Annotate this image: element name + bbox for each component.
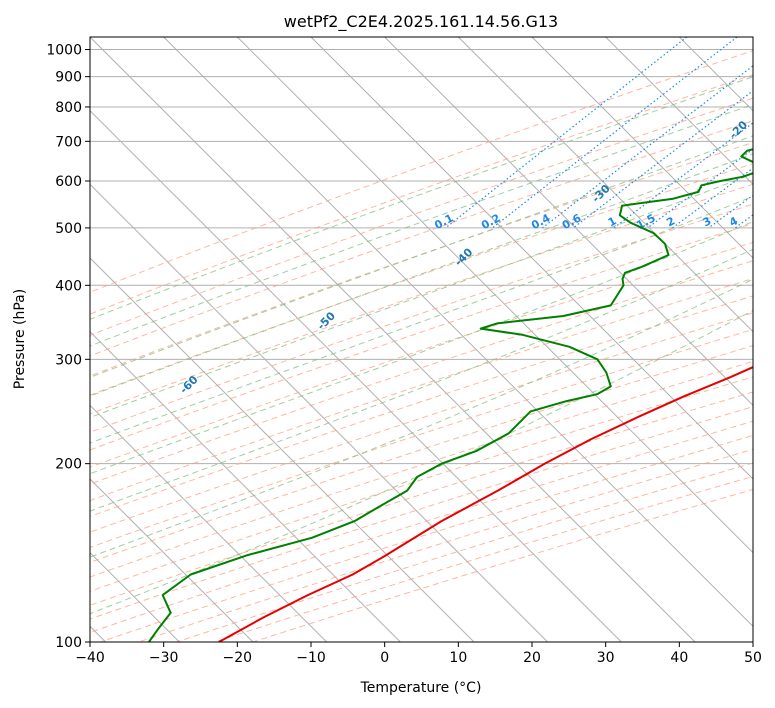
mixing-ratio-line [572, 89, 753, 229]
mixing-ratio-label: 0.6 [560, 211, 584, 232]
y-axis: 100 200 300 400 500 600 700 800 900 1000 [46, 43, 90, 651]
dry-adiabat [90, 50, 753, 293]
plot-frame [89, 36, 754, 643]
x-tick-label: 30 [597, 650, 615, 666]
plot-area: 0.10.20.40.611.52346810131620253036-100-… [90, 37, 775, 642]
isotherm-line [90, 109, 622, 642]
isotherm-line [90, 478, 254, 642]
dry-adiabat [214, 475, 753, 642]
dry-adiabat [90, 360, 753, 578]
isotherm-label: -50 [315, 309, 338, 332]
dry-adiabat [90, 420, 753, 633]
isotherm-label: -40 [452, 245, 475, 268]
temperature-profile [218, 366, 753, 642]
isotherm-line [678, 37, 753, 112]
moist-adiabat [90, 278, 753, 558]
mixing-ratio-label: 0.2 [479, 211, 502, 232]
mixing-ratio-label: 0.1 [432, 211, 455, 232]
mixing-ratio-line [492, 37, 738, 229]
moist-adiabat [90, 135, 753, 378]
dry-adiabat [90, 278, 753, 502]
x-tick-label: −10 [296, 650, 326, 666]
moist-adiabat [90, 103, 753, 347]
isotherm-line [384, 37, 753, 407]
moist-adiabat [90, 220, 753, 475]
dry-adiabat [90, 141, 753, 377]
mixing-ratio-label: 1 [606, 214, 619, 229]
moist-adiabat [90, 309, 753, 615]
moist-adiabat [90, 248, 753, 512]
dry-adiabat [90, 328, 753, 548]
x-tick-label: 40 [670, 650, 688, 666]
isotherm-line [457, 37, 753, 333]
dry-adiabat [90, 203, 753, 433]
y-tick-label: 700 [55, 134, 82, 150]
dry-adiabat [90, 97, 753, 336]
x-axis-label: Temperature (°C) [360, 680, 482, 696]
dry-adiabat [90, 312, 753, 533]
x-tick-label: −40 [75, 650, 105, 666]
isotherm-line [531, 37, 753, 259]
isotherm-label: -30 [589, 182, 612, 205]
x-tick-label: 10 [449, 650, 467, 666]
y-tick-label: 100 [55, 635, 82, 651]
dry-adiabat [90, 260, 753, 485]
isotherm-line [310, 37, 753, 480]
x-tick-label: 0 [380, 650, 389, 666]
moist-adiabat [90, 195, 753, 444]
y-tick-label: 600 [55, 174, 82, 190]
mixing-ratio-line [445, 37, 688, 229]
dry-adiabat [100, 434, 753, 642]
moist-adiabat [90, 76, 753, 320]
mixing-ratio-label: 6 [766, 214, 775, 229]
x-tick-label: 20 [523, 650, 541, 666]
y-tick-label: 900 [55, 70, 82, 86]
x-tick-label: −30 [149, 650, 179, 666]
isotherm-line [90, 404, 328, 642]
dry-adiabat [90, 295, 753, 518]
x-tick-label: 50 [744, 650, 762, 666]
isotherm-line [236, 37, 753, 554]
moist-adiabat [90, 173, 753, 419]
y-axis-label: Pressure (hPa) [12, 289, 28, 389]
dry-adiabat [90, 241, 753, 468]
dry-adiabat [90, 222, 753, 451]
dry-adiabat [90, 163, 753, 396]
y-tick-label: 800 [55, 100, 82, 116]
isotherm-line [90, 257, 475, 642]
y-tick-label: 1000 [46, 43, 82, 59]
mixing-ratio-line [542, 65, 753, 229]
isotherm-line [163, 37, 753, 628]
mixing-ratio-label: 4 [727, 214, 740, 229]
mixing-ratio-label: 0.4 [529, 211, 553, 232]
isotherm-line [605, 37, 753, 186]
x-tick-label: −20 [223, 650, 253, 666]
isotherm-line [90, 330, 401, 642]
isotherm-line [90, 183, 549, 642]
mixing-ratio-line [672, 167, 753, 229]
dry-adiabat [90, 74, 753, 315]
dry-adiabat [90, 391, 753, 606]
mixing-ratio-label: 2 [664, 214, 677, 229]
dry-adiabat [90, 183, 753, 415]
isotherm-line [90, 37, 696, 642]
chart-title: wetPf2_C2E4.2025.161.14.56.G13 [284, 12, 558, 32]
moist-adiabat [90, 153, 753, 397]
y-tick-label: 200 [55, 457, 82, 473]
x-axis: −40 −30 −20 −10 0 10 20 30 40 50 [75, 642, 762, 666]
y-tick-label: 400 [55, 278, 82, 294]
y-tick-label: 500 [55, 221, 82, 237]
y-tick-label: 300 [55, 352, 82, 368]
isotherm-line [752, 37, 753, 38]
dry-adiabat [90, 345, 753, 563]
dry-adiabat [90, 120, 753, 357]
dewpoint-profile [148, 148, 753, 642]
dry-adiabat [90, 376, 753, 592]
